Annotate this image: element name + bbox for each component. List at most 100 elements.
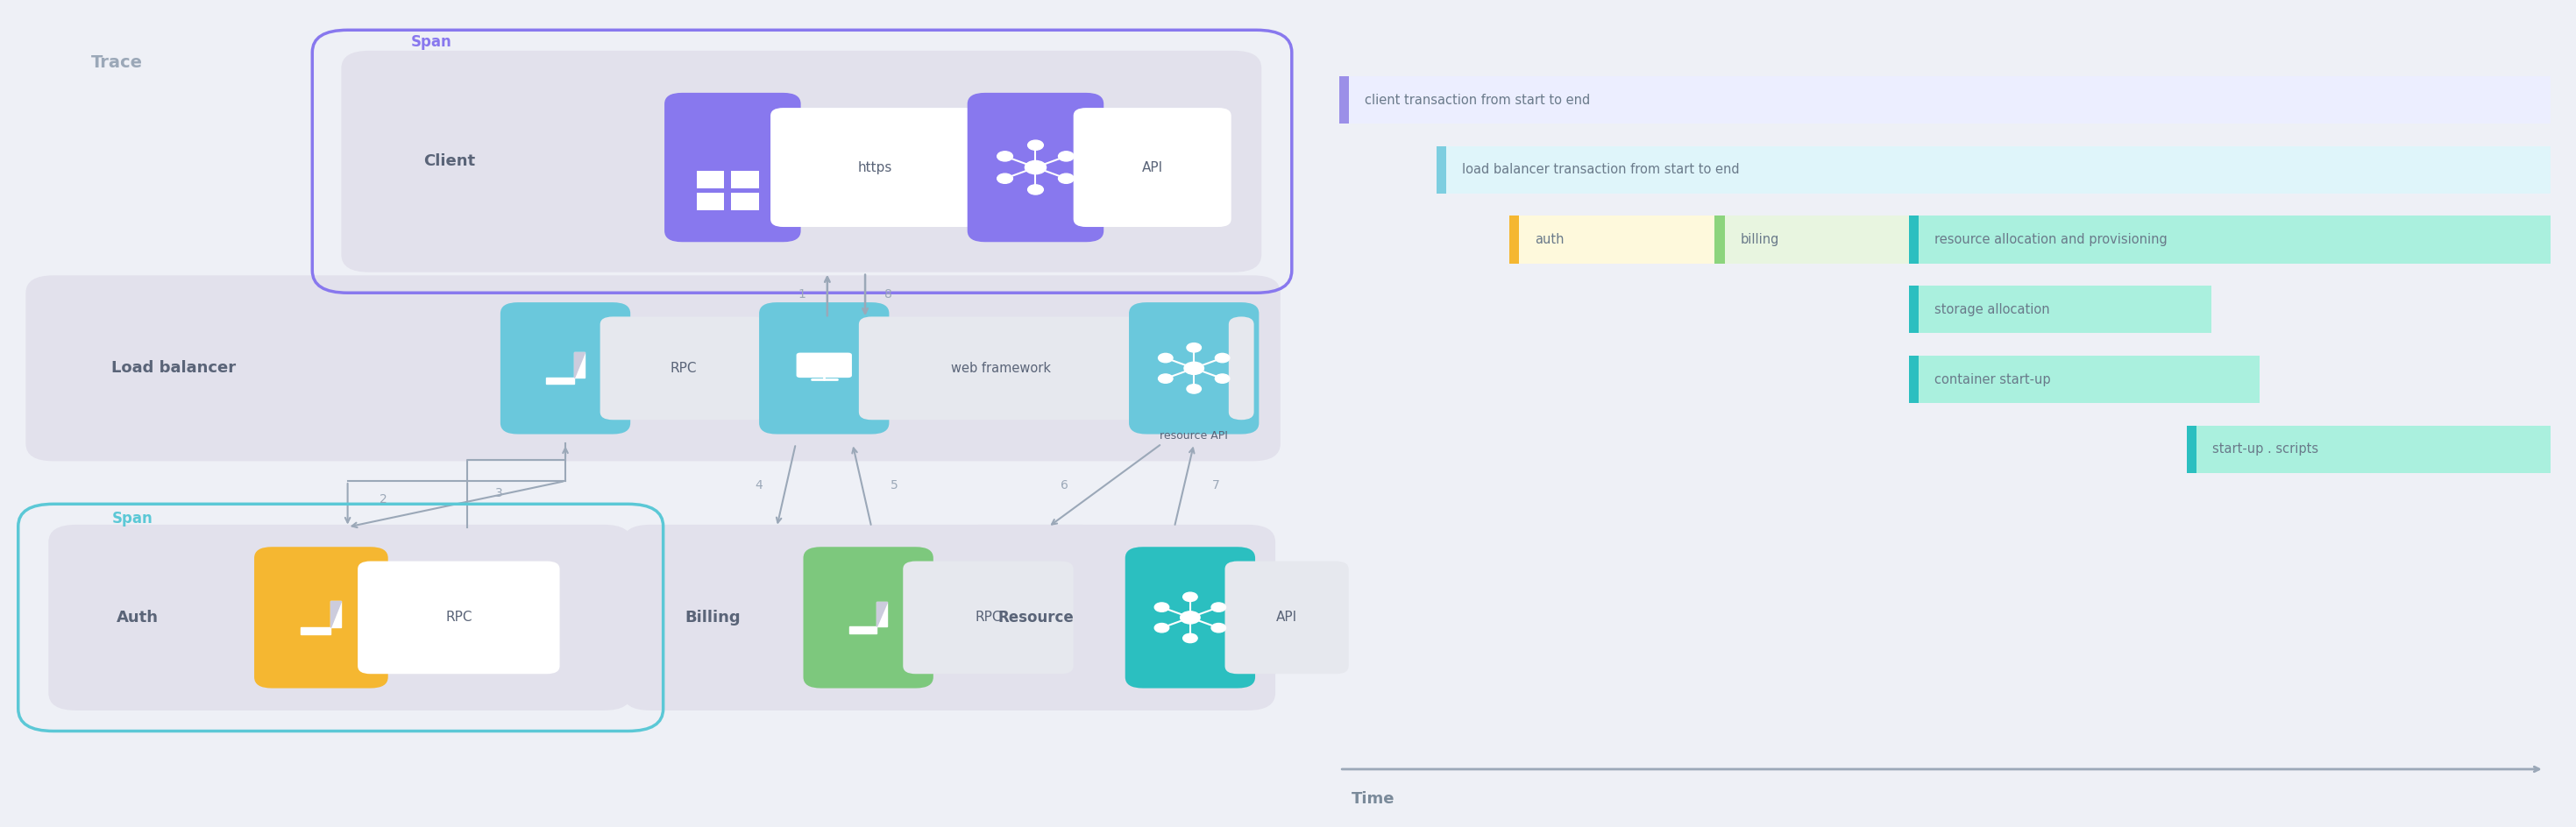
FancyBboxPatch shape	[358, 562, 559, 674]
Circle shape	[997, 174, 1012, 184]
Circle shape	[1188, 343, 1200, 352]
Text: Resource: Resource	[997, 609, 1074, 625]
Text: 4: 4	[755, 479, 762, 491]
Text: API: API	[1141, 160, 1162, 174]
Text: auth: auth	[1535, 233, 1564, 246]
FancyBboxPatch shape	[804, 547, 933, 688]
Bar	[1510, 216, 1716, 264]
Circle shape	[1182, 592, 1198, 601]
Text: Span: Span	[111, 510, 152, 526]
Circle shape	[1180, 611, 1200, 624]
Circle shape	[1216, 353, 1229, 362]
Text: Auth: Auth	[116, 609, 160, 625]
Text: 5: 5	[891, 479, 899, 491]
Circle shape	[1059, 174, 1074, 184]
Circle shape	[1159, 374, 1172, 383]
FancyBboxPatch shape	[1126, 547, 1255, 688]
Text: 2: 2	[379, 493, 386, 505]
FancyBboxPatch shape	[904, 562, 1074, 674]
Bar	[1909, 216, 2550, 264]
Bar	[1909, 285, 2210, 333]
FancyBboxPatch shape	[1226, 562, 1350, 674]
Text: start-up . scripts: start-up . scripts	[2213, 442, 2318, 456]
Bar	[1716, 216, 1723, 264]
Circle shape	[1028, 184, 1043, 194]
Bar	[1909, 356, 1919, 404]
Bar	[1716, 216, 1909, 264]
Text: storage allocation: storage allocation	[1935, 303, 2050, 316]
Text: Billing: Billing	[685, 609, 739, 625]
FancyBboxPatch shape	[255, 547, 389, 688]
Text: resource allocation and provisioning: resource allocation and provisioning	[1935, 233, 2166, 246]
FancyBboxPatch shape	[858, 317, 1144, 420]
Bar	[2187, 425, 2550, 473]
Text: Load balancer: Load balancer	[111, 361, 237, 376]
FancyBboxPatch shape	[1128, 303, 1260, 434]
Bar	[1909, 216, 1919, 264]
Text: Trace: Trace	[90, 55, 144, 71]
Circle shape	[1154, 624, 1170, 633]
Circle shape	[1025, 160, 1046, 174]
FancyBboxPatch shape	[796, 352, 853, 378]
Text: RPC: RPC	[670, 361, 696, 375]
Text: 3: 3	[495, 487, 502, 499]
Bar	[696, 193, 724, 210]
Bar	[696, 171, 724, 189]
FancyBboxPatch shape	[770, 108, 979, 227]
Bar	[1437, 146, 2550, 194]
Circle shape	[1211, 624, 1226, 633]
FancyBboxPatch shape	[500, 303, 631, 434]
FancyBboxPatch shape	[623, 524, 1108, 710]
Text: load balancer transaction from start to end: load balancer transaction from start to …	[1461, 163, 1739, 176]
Text: 8: 8	[884, 289, 891, 300]
Bar	[732, 193, 760, 210]
Text: 6: 6	[1061, 479, 1069, 491]
Text: Client: Client	[422, 153, 474, 169]
Circle shape	[1154, 603, 1170, 612]
Circle shape	[1159, 353, 1172, 362]
FancyBboxPatch shape	[340, 50, 1262, 272]
FancyBboxPatch shape	[969, 93, 1103, 242]
Bar	[732, 171, 760, 189]
Circle shape	[1188, 385, 1200, 394]
Text: resource API: resource API	[1159, 430, 1229, 442]
Polygon shape	[850, 602, 886, 633]
FancyBboxPatch shape	[1074, 108, 1231, 227]
Circle shape	[997, 151, 1012, 161]
Text: web framework: web framework	[951, 361, 1051, 375]
Circle shape	[1216, 374, 1229, 383]
Circle shape	[1059, 151, 1074, 161]
Bar	[2187, 425, 2197, 473]
Text: container start-up: container start-up	[1935, 373, 2050, 386]
Bar	[1437, 146, 1445, 194]
Text: https: https	[858, 160, 891, 174]
Polygon shape	[574, 352, 585, 377]
Text: Span: Span	[410, 34, 451, 50]
Polygon shape	[876, 602, 886, 627]
Text: RPC: RPC	[974, 611, 1002, 624]
Polygon shape	[330, 601, 340, 627]
Text: 7: 7	[1213, 479, 1221, 491]
FancyBboxPatch shape	[26, 275, 1280, 461]
Text: client transaction from start to end: client transaction from start to end	[1365, 93, 1589, 107]
Bar	[1340, 76, 1350, 124]
Polygon shape	[301, 601, 340, 634]
Bar	[1510, 216, 1520, 264]
FancyBboxPatch shape	[3, 15, 1301, 825]
FancyBboxPatch shape	[1229, 317, 1255, 420]
Bar	[1909, 356, 2259, 404]
Text: 1: 1	[799, 289, 806, 300]
Circle shape	[1185, 362, 1203, 375]
FancyBboxPatch shape	[600, 317, 768, 420]
Circle shape	[1211, 603, 1226, 612]
Circle shape	[1028, 141, 1043, 150]
Circle shape	[1182, 633, 1198, 643]
Text: billing: billing	[1741, 233, 1780, 246]
Text: Time: Time	[1352, 791, 1396, 807]
Bar	[1909, 285, 1919, 333]
Text: API: API	[1275, 611, 1298, 624]
Bar	[1340, 76, 2550, 124]
FancyBboxPatch shape	[665, 93, 801, 242]
FancyBboxPatch shape	[760, 303, 889, 434]
Polygon shape	[546, 352, 585, 384]
